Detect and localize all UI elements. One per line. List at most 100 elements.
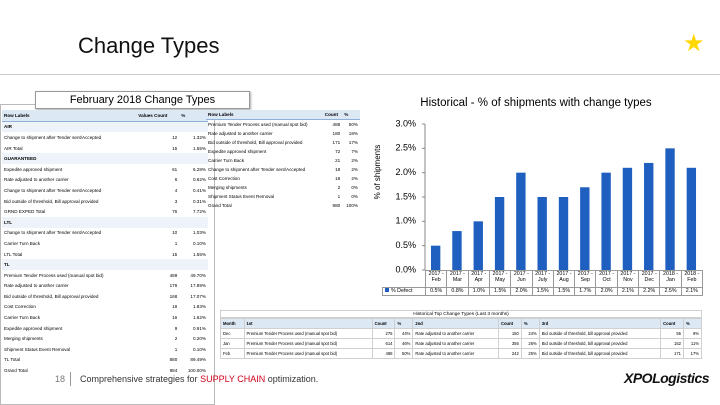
cell: 18 bbox=[335, 176, 341, 181]
value-label: 2.1% bbox=[616, 287, 640, 296]
bar bbox=[580, 187, 590, 270]
cell: Bid outside of threshold, bill approval … bbox=[538, 338, 662, 349]
cell: 1 bbox=[337, 194, 341, 199]
cell: 4 bbox=[174, 187, 178, 193]
row: Bid outside of threshold, Bill approval … bbox=[206, 138, 360, 147]
bar bbox=[686, 167, 697, 270]
cell: Expedite approved shipment bbox=[208, 149, 267, 154]
value-label: 2.5% bbox=[659, 287, 682, 296]
value-label: 1.5% bbox=[488, 287, 512, 296]
row: Rate adjusted to another carrier 6 0.62% bbox=[2, 175, 208, 186]
cell: LTL bbox=[2, 216, 208, 228]
value-label: 1.5% bbox=[552, 287, 576, 296]
cell: Premium Tender Process used (manual spot… bbox=[243, 338, 373, 349]
row: Bid outside of threshold, Bill approval … bbox=[2, 291, 208, 302]
cell: 2% bbox=[351, 176, 358, 181]
cell: 10 bbox=[172, 230, 178, 236]
row: Dec Premium Tender Process used (manual s… bbox=[220, 328, 702, 339]
cell: Dec bbox=[220, 328, 245, 339]
row: Cost Correction 18 1.83% bbox=[2, 302, 208, 313]
bar bbox=[473, 221, 483, 270]
cell: 15 bbox=[172, 145, 178, 151]
row: Expedite approved shipment 9 0.91% bbox=[2, 323, 208, 334]
page-number: 18 bbox=[55, 374, 66, 384]
cell: 17% bbox=[348, 140, 358, 145]
cell: Premium Tender Process used (manual spot… bbox=[243, 348, 373, 359]
cell: TL Total bbox=[4, 357, 21, 363]
cell: Shipment Status Event Removal bbox=[4, 346, 71, 352]
header-cell: Count bbox=[322, 110, 343, 120]
cell: 72 bbox=[335, 149, 341, 154]
cell: 1 bbox=[174, 240, 178, 246]
cell: Change to shipment after Tender sent/Acc… bbox=[208, 167, 306, 172]
cell: 275 bbox=[371, 328, 396, 339]
cell: Carrier Turn Back bbox=[4, 240, 40, 246]
divider bbox=[0, 74, 720, 75]
cell: Bid outside of threshold, Bill approval … bbox=[4, 293, 99, 299]
row: Change to shipment after Tender sent/Acc… bbox=[2, 228, 208, 239]
cell: 488 bbox=[371, 348, 396, 359]
cell: Cost Correction bbox=[208, 176, 240, 181]
cell: 614 bbox=[371, 338, 396, 349]
cell: 9% bbox=[683, 328, 702, 339]
cell: Premium Tender Process used (manual spot… bbox=[243, 328, 373, 339]
slide-title: Change Types bbox=[78, 33, 220, 58]
bar bbox=[452, 231, 462, 270]
cell: Rate adjusted to another carrier bbox=[412, 328, 499, 339]
tagline-highlight: SUPPLY CHAIN bbox=[200, 374, 266, 384]
cell: 2 bbox=[174, 336, 178, 342]
chart-title: Historical - % of shipments with change … bbox=[420, 97, 652, 109]
cell: TL bbox=[2, 259, 208, 270]
y-tick-label: 0.0% bbox=[395, 264, 416, 274]
value-label: 2.0% bbox=[595, 287, 618, 296]
cell: AIR bbox=[2, 121, 208, 133]
row: Bid outside of threshold, Bill approval … bbox=[2, 196, 208, 207]
right-pivot-table: Row Labels Count% Premium Tender Process u… bbox=[206, 110, 360, 210]
cell: Jan bbox=[220, 338, 245, 349]
cell: 880 bbox=[169, 357, 178, 363]
cell: 1.03% bbox=[192, 230, 206, 236]
cell: Grand Total bbox=[208, 203, 232, 208]
header-cell: Month bbox=[220, 318, 245, 329]
logo: XPOLogistics bbox=[624, 370, 710, 386]
value-label: 2.1% bbox=[680, 287, 703, 296]
cell: Merging shipments bbox=[4, 336, 43, 342]
cell: Rate adjusted to another carrier bbox=[4, 177, 69, 183]
row: TL bbox=[2, 259, 208, 270]
category-label: 2017 - Mar bbox=[446, 270, 469, 288]
row: LTL bbox=[2, 216, 208, 228]
cell: Merging shipments bbox=[208, 185, 247, 190]
cell: 150 bbox=[497, 328, 522, 339]
category-label: 2017 - Oct bbox=[595, 270, 618, 288]
cell: 25% bbox=[520, 348, 540, 359]
bottom-table-title: Historical Top Change Types (Last 3 mont… bbox=[220, 310, 702, 318]
y-tick-label: 3.0% bbox=[395, 118, 416, 128]
cell: 980 bbox=[332, 203, 341, 208]
cell: 61 bbox=[172, 166, 178, 172]
cell: 21 bbox=[335, 158, 341, 163]
cell: GRND EXPED Total bbox=[4, 209, 46, 215]
header-cell: 2nd bbox=[412, 318, 499, 329]
cell: 17.89% bbox=[190, 283, 206, 289]
cell: 17.07% bbox=[190, 293, 206, 299]
cell: Bid outside of threshold, Bill approval … bbox=[208, 140, 303, 145]
row: Jan Premium Tender Process used (manual s… bbox=[220, 338, 702, 349]
y-tick-label: 1.0% bbox=[395, 216, 416, 226]
header-cell: Row Labels bbox=[206, 110, 323, 120]
row: Grand Total 980 100% bbox=[206, 201, 360, 210]
row: Change to shipment after Tender sent/Acc… bbox=[2, 132, 208, 143]
cell: 17% bbox=[683, 348, 702, 359]
header-cell: Values Count bbox=[136, 110, 180, 122]
cell: 15 bbox=[172, 251, 178, 257]
legend-label: % Defect bbox=[391, 288, 413, 294]
cell: Carrier Turn Back bbox=[208, 158, 244, 163]
cell: Change to shipment after Tender sent/Acc… bbox=[4, 187, 102, 193]
row: Premium Tender Process used (manual spot… bbox=[2, 270, 208, 281]
cell: 0.41% bbox=[192, 187, 206, 193]
legend-key bbox=[385, 288, 389, 292]
row: Grand Total 984 100.00% bbox=[2, 365, 208, 376]
row: Carrier Turn Back 16 1.62% bbox=[2, 312, 208, 323]
cell: 171 bbox=[332, 140, 341, 145]
category-label: 2017 - May bbox=[488, 270, 512, 288]
cell: 7% bbox=[351, 149, 358, 154]
